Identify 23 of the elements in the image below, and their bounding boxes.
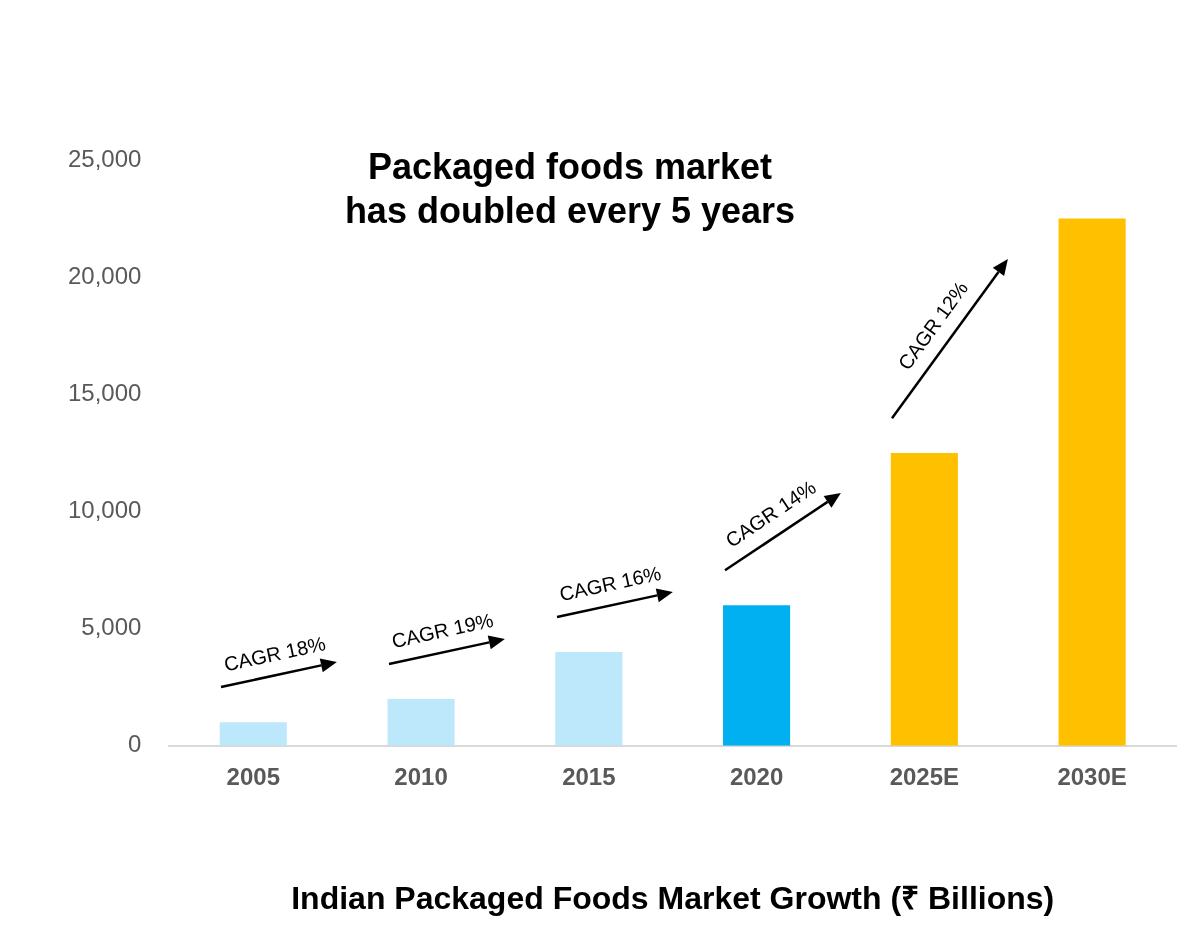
y-tick-label: 10,000 (68, 496, 142, 524)
annotation: CAGR 16% (557, 561, 664, 606)
x-tick-label: 2030E (1057, 762, 1127, 790)
bar (555, 652, 623, 746)
x-tick-label: 2005 (226, 762, 280, 790)
y-tick-label: 0 (128, 730, 142, 758)
x-tick-label: 2020 (729, 762, 784, 790)
x-tick-label: 2010 (394, 762, 448, 790)
annotation: CAGR 19% (389, 608, 496, 653)
bar (1058, 218, 1126, 746)
bar (890, 452, 958, 746)
y-tick-label: 5,000 (81, 613, 142, 641)
y-tick-label: 25,000 (68, 144, 142, 172)
x-tick-label: 2025E (889, 762, 960, 790)
x-tick-label: 2015 (562, 762, 616, 790)
bar (723, 605, 791, 746)
x-axis-title: Indian Packaged Foods Market Growth (₹ Billions) (291, 879, 1055, 916)
bar (219, 722, 287, 746)
bar (387, 698, 455, 746)
chart-title: Packaged foods market has doubled every 5 years (343, 145, 797, 233)
annotation: CAGR 18% (221, 632, 328, 676)
y-tick-label: 20,000 (68, 261, 142, 289)
y-tick-label: 15,000 (68, 378, 142, 406)
